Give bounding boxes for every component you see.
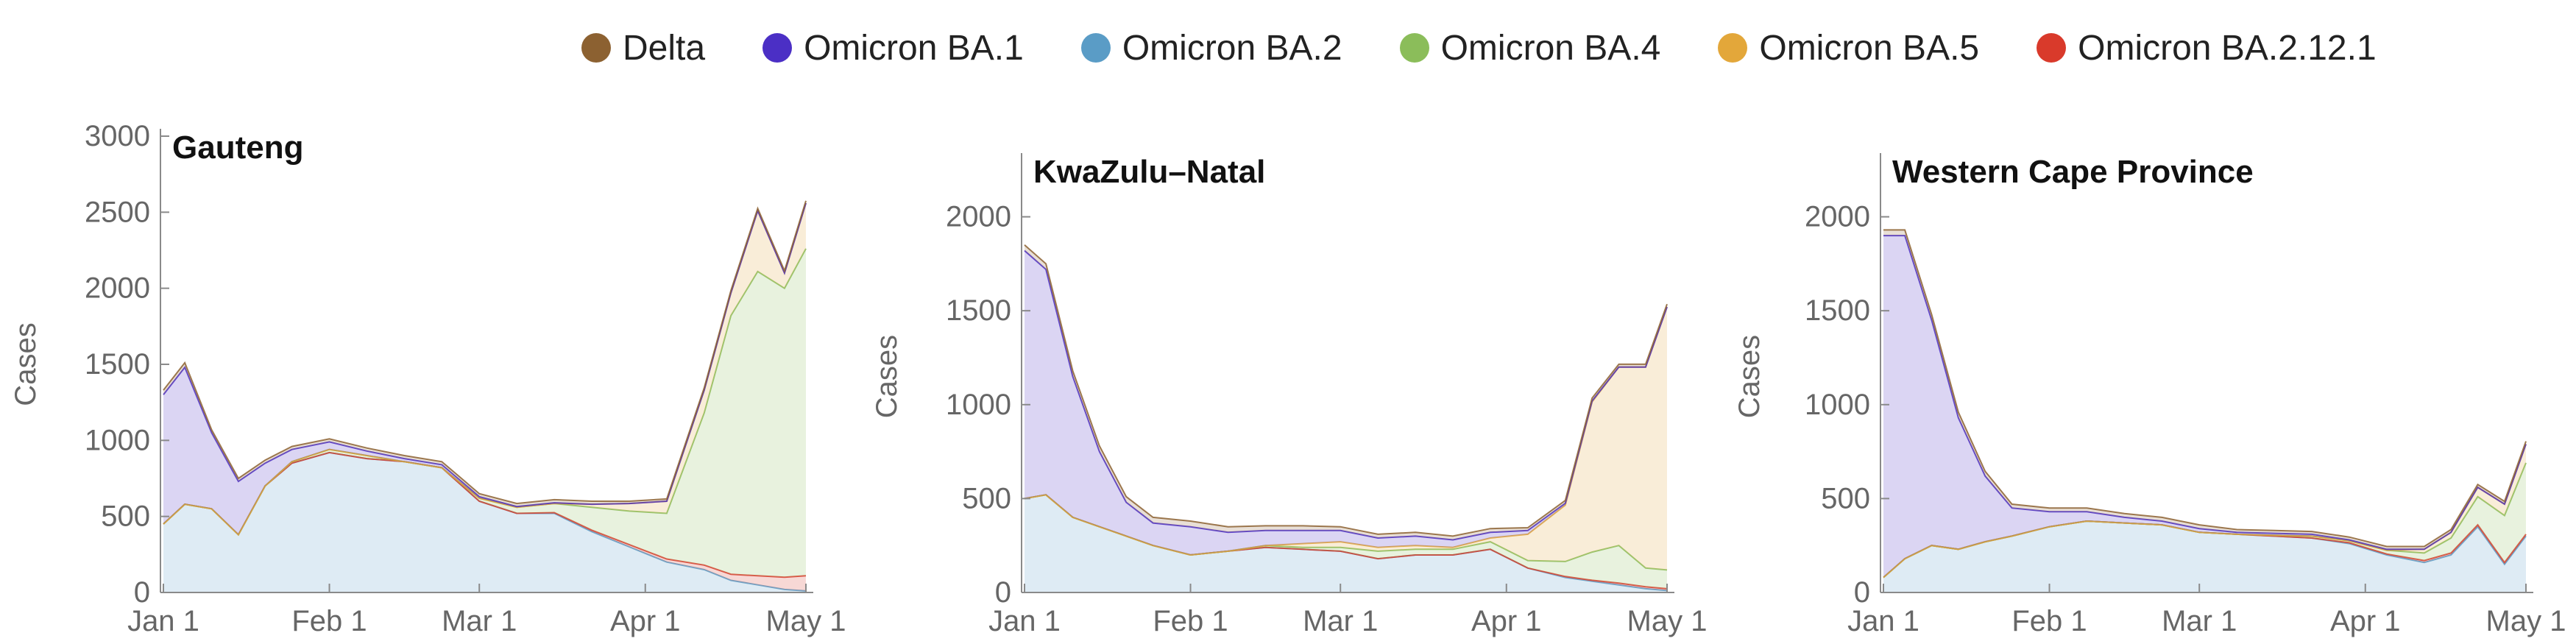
area-series	[163, 202, 806, 535]
y-tick-label: 2000	[85, 272, 150, 305]
area-series	[163, 248, 806, 578]
y-tick-label: 1500	[1805, 294, 1870, 327]
area-series	[1025, 495, 1667, 592]
legend-label: Omicron BA.4	[1440, 28, 1661, 68]
x-tick-label: Feb 1	[1153, 605, 1228, 637]
y-tick-label: 0	[134, 576, 150, 609]
y-tick-label: 1500	[946, 294, 1011, 327]
legend-item: Omicron BA.2	[1080, 28, 1342, 68]
y-tick-label: 3000	[85, 120, 150, 152]
area-series	[1025, 495, 1667, 589]
area-series	[1883, 236, 2526, 578]
y-tick-label: 500	[1821, 482, 1870, 514]
y-tick-label: 2000	[946, 201, 1011, 233]
x-tick-label: Jan 1	[127, 605, 199, 637]
series-line	[1024, 244, 1668, 537]
x-tick-label: May 1	[1627, 605, 1708, 637]
legend-label: Omicron BA.2	[1122, 28, 1342, 68]
legend-item: Omicron BA.4	[1399, 28, 1661, 68]
legend: Delta Omicron BA.1 Omicron BA.2 Omicron BA.…	[581, 22, 2569, 74]
chart-panel: 0 500 1000 1500 2000 Jan 1 Feb 1 Mar 1 Apr 1 May …	[871, 153, 1707, 637]
series-line	[1883, 235, 2527, 551]
y-tick-label: 0	[1854, 576, 1870, 609]
y-tick-label: 1000	[1805, 389, 1870, 421]
y-tick-label: 500	[101, 500, 150, 533]
x-tick-label: Mar 1	[2162, 605, 2237, 637]
x-tick-label: Apr 1	[610, 605, 681, 637]
legend-label: Delta	[623, 28, 706, 68]
chart-title: Gauteng	[172, 130, 303, 166]
charts-svg: 0 500 1000 1500 2000 2500 3000 Jan 1 Feb 1 Mar 1 A…	[10, 120, 2566, 637]
x-tick-label: May 1	[766, 605, 846, 637]
legend-label: Omicron BA.2.12.1	[2078, 28, 2377, 68]
y-tick-label: 2000	[1805, 201, 1870, 233]
y-axis-label: Cases	[10, 322, 42, 406]
x-tick-label: Feb 1	[291, 605, 367, 637]
area-series	[1883, 521, 2526, 592]
chart-panel: 0 500 1000 1500 2000 Jan 1 Feb 1 Mar 1 Apr 1 May …	[1733, 153, 2566, 637]
legend-swatch	[1718, 33, 1748, 63]
legend-swatch	[762, 33, 793, 63]
x-tick-label: Feb 1	[2011, 605, 2087, 637]
chart-panel: 0 500 1000 1500 2000 2500 3000 Jan 1 Feb 1 Mar 1 A…	[10, 120, 846, 637]
x-tick-label: Mar 1	[1303, 605, 1378, 637]
legend-swatch	[1399, 33, 1429, 63]
legend-label: Omicron BA.5	[1759, 28, 1980, 68]
legend-swatch	[2037, 33, 2067, 63]
legend-item: Omicron BA.5	[1718, 28, 1979, 68]
y-tick-label: 1000	[946, 389, 1011, 421]
x-tick-label: Apr 1	[2330, 605, 2401, 637]
y-tick-label: 2500	[85, 196, 150, 228]
legend-label: Omicron BA.1	[804, 28, 1024, 68]
legend-item: Omicron BA.2.12.1	[2037, 28, 2377, 68]
y-tick-label: 1000	[85, 424, 150, 456]
y-tick-label: 1500	[85, 348, 150, 381]
series-line	[163, 200, 807, 505]
y-tick-label: 0	[995, 576, 1011, 609]
x-tick-label: May 1	[2486, 605, 2566, 637]
area-series	[1025, 307, 1667, 570]
x-tick-label: Jan 1	[1847, 605, 1919, 637]
x-tick-label: Apr 1	[1471, 605, 1542, 637]
series-line	[1883, 229, 2527, 548]
x-tick-label: Jan 1	[988, 605, 1061, 637]
legend-item: Delta	[581, 28, 705, 68]
chart-title: KwaZulu–Natal	[1033, 154, 1265, 190]
legend-swatch	[1080, 33, 1111, 63]
x-tick-label: Mar 1	[442, 605, 517, 637]
legend-swatch	[581, 33, 611, 63]
chart-title: Western Cape Province	[1892, 154, 2254, 190]
legend-item: Omicron BA.1	[762, 28, 1024, 68]
y-axis-label: Cases	[1733, 335, 1766, 418]
charts-container: 0 500 1000 1500 2000 2500 3000 Jan 1 Feb 1 Mar 1 A…	[0, 110, 2576, 644]
area-series	[163, 452, 806, 591]
y-tick-label: 500	[962, 482, 1011, 514]
area-series	[163, 452, 806, 592]
y-axis-label: Cases	[871, 335, 903, 418]
